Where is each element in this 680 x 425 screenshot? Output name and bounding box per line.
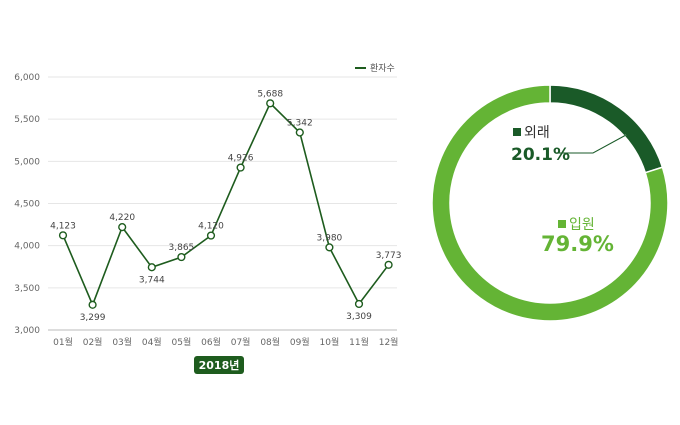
data-points xyxy=(58,99,393,309)
data-label: 4,123 xyxy=(50,221,76,231)
y-axis-ticks: 3,000 3,500 4,000 4,500 5,000 5,500 6,000 xyxy=(14,73,40,336)
data-label: 3,744 xyxy=(139,275,165,285)
x-tick-label: 09월 xyxy=(290,336,310,348)
slice-swatch-inpatient xyxy=(558,220,566,228)
data-label: 3,980 xyxy=(317,233,343,243)
x-axis-label: 2018년 xyxy=(199,358,240,372)
y-tick-label: 6,000 xyxy=(14,73,40,83)
data-point xyxy=(236,163,245,172)
data-point xyxy=(118,223,127,232)
visit-type-donut-chart: 외래 20.1% 입원 79.9% xyxy=(431,84,669,322)
donut-callouts xyxy=(511,134,627,281)
x-axis-ticks: 01월 02월 03월 04월 05월 06월 07월 08월 09월 10월 11월 12월 xyxy=(53,336,398,348)
data-point xyxy=(384,260,393,269)
x-tick-label: 07월 xyxy=(231,336,251,348)
y-tick-label: 5,500 xyxy=(14,115,40,125)
y-tick-label: 3,000 xyxy=(14,326,40,336)
x-tick-label: 10월 xyxy=(320,336,340,348)
data-point xyxy=(354,299,364,309)
legend-label: 환자수 xyxy=(370,62,395,74)
data-label: 4,926 xyxy=(228,154,254,164)
slice-value-outpatient: 20.1% xyxy=(511,145,570,165)
x-tick-label: 05월 xyxy=(172,336,192,348)
y-tick-label: 4,000 xyxy=(14,242,40,252)
series-line-patients xyxy=(62,101,390,307)
donut-slices xyxy=(431,84,669,322)
x-axis-label-badge: 2018년 xyxy=(194,356,244,374)
data-label: 5,688 xyxy=(257,89,283,99)
data-label: 4,120 xyxy=(198,222,224,232)
slice-name-outpatient: 외래 xyxy=(524,125,550,141)
y-tick-label: 4,500 xyxy=(14,200,40,210)
data-label: 3,309 xyxy=(346,312,372,322)
data-label: 3,299 xyxy=(80,313,106,323)
callout-line-inpatient xyxy=(511,244,538,281)
data-point xyxy=(325,243,334,252)
slice-value-inpatient: 79.9% xyxy=(541,232,614,256)
data-point xyxy=(206,231,216,240)
x-tick-label: 04월 xyxy=(142,336,162,348)
y-tick-label: 3,500 xyxy=(14,284,40,294)
slice-swatch-outpatient xyxy=(513,128,521,136)
data-point xyxy=(266,99,275,108)
x-tick-label: 11월 xyxy=(349,336,369,348)
y-tick-label: 5,000 xyxy=(14,157,40,167)
x-tick-label: 03월 xyxy=(112,336,132,348)
data-point xyxy=(295,128,304,137)
data-point xyxy=(177,252,186,262)
donut-labels: 외래 20.1% 입원 79.9% xyxy=(511,125,614,256)
x-tick-label: 06월 xyxy=(201,336,221,348)
x-tick-label: 02월 xyxy=(83,336,103,348)
slice-name-inpatient: 입원 xyxy=(569,217,595,233)
data-labels: 4,123 3,299 4,220 3,744 3,865 4,120 4,926 5,688… xyxy=(50,89,401,322)
data-label: 3,865 xyxy=(169,243,195,253)
donut-slice-inpatient xyxy=(431,84,669,322)
data-point xyxy=(58,231,68,240)
data-point xyxy=(147,263,156,272)
x-axis-label-background xyxy=(194,356,244,374)
data-label: 4,220 xyxy=(109,213,135,223)
x-tick-label: 01월 xyxy=(53,336,73,348)
x-tick-label: 12월 xyxy=(379,336,399,348)
data-label: 5,342 xyxy=(287,118,313,128)
data-label: 3,773 xyxy=(376,251,402,261)
x-tick-label: 08월 xyxy=(260,336,280,348)
legend: 환자수 xyxy=(355,62,395,74)
gridlines xyxy=(48,76,397,331)
callout-line-outpatient-inner xyxy=(557,134,627,154)
data-point xyxy=(88,300,97,309)
